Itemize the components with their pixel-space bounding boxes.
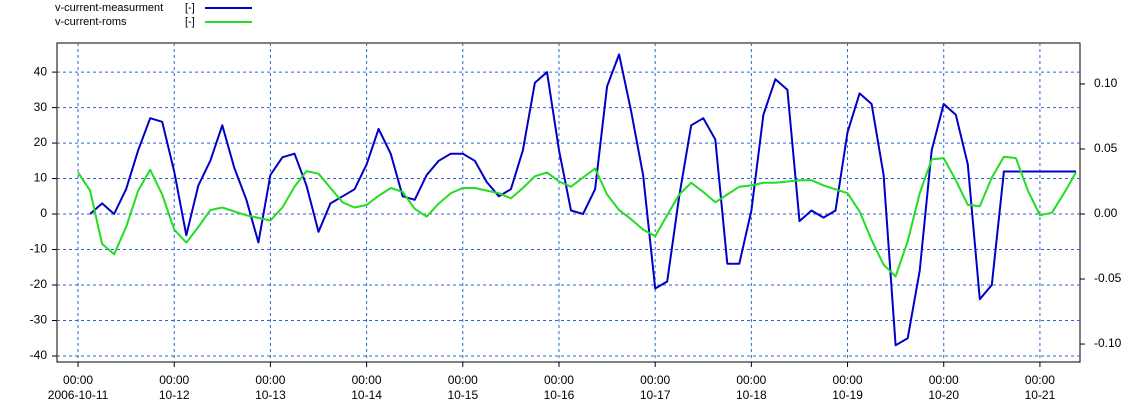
x-tick-label: 00:00 — [352, 373, 382, 387]
x-tick-label: 00:00 — [159, 373, 189, 387]
x-tick-label: 10-20 — [928, 388, 959, 402]
legend-label: v-current-roms — [55, 16, 127, 28]
y-tick-label: 10 — [34, 171, 48, 185]
x-tick-label: 00:00 — [640, 373, 670, 387]
legend-label: v-current-measurment — [55, 2, 163, 14]
x-tick-label: 00:00 — [544, 373, 574, 387]
legend-unit: [-] — [185, 16, 195, 28]
x-tick-label: 10-14 — [351, 388, 382, 402]
y-tick-label: -30 — [30, 313, 48, 327]
data-line — [77, 155, 1077, 278]
data-line — [89, 53, 1076, 347]
x-tick-label: 10-17 — [640, 388, 671, 402]
x-tick-label: 10-15 — [447, 388, 478, 402]
x-tick-label: 00:00 — [1025, 373, 1055, 387]
x-tick-label: 00:00 — [736, 373, 766, 387]
x-tick-label: 00:00 — [63, 373, 93, 387]
y-tick-label: 30 — [34, 100, 48, 114]
x-tick-label: 00:00 — [448, 373, 478, 387]
x-tick-label: 10-21 — [1025, 388, 1056, 402]
x-tick-label: 00:00 — [255, 373, 285, 387]
y-tick-label: 20 — [34, 135, 48, 149]
x-tick-label: 00:00 — [833, 373, 863, 387]
y-tick-label: 0 — [40, 206, 47, 220]
y2-tick-label: 0.10 — [1094, 76, 1118, 90]
y-tick-label: -20 — [30, 277, 48, 291]
x-tick-label: 2006-10-11 — [48, 388, 109, 402]
y-tick-label: -10 — [30, 242, 48, 256]
y-tick-label: -40 — [30, 348, 48, 362]
y2-tick-label: -0.10 — [1094, 336, 1122, 350]
y-tick-label: 40 — [34, 64, 48, 78]
y2-tick-label: -0.05 — [1094, 271, 1122, 285]
x-tick-label: 10-19 — [832, 388, 863, 402]
x-tick-label: 10-18 — [736, 388, 767, 402]
x-tick-label: 10-12 — [159, 388, 190, 402]
legend-unit: [-] — [185, 2, 195, 14]
y2-tick-label: 0.05 — [1094, 141, 1118, 155]
x-tick-label: 10-13 — [255, 388, 286, 402]
y2-tick-label: 0.00 — [1094, 206, 1118, 220]
x-tick-label: 00:00 — [929, 373, 959, 387]
x-tick-label: 10-16 — [544, 388, 575, 402]
